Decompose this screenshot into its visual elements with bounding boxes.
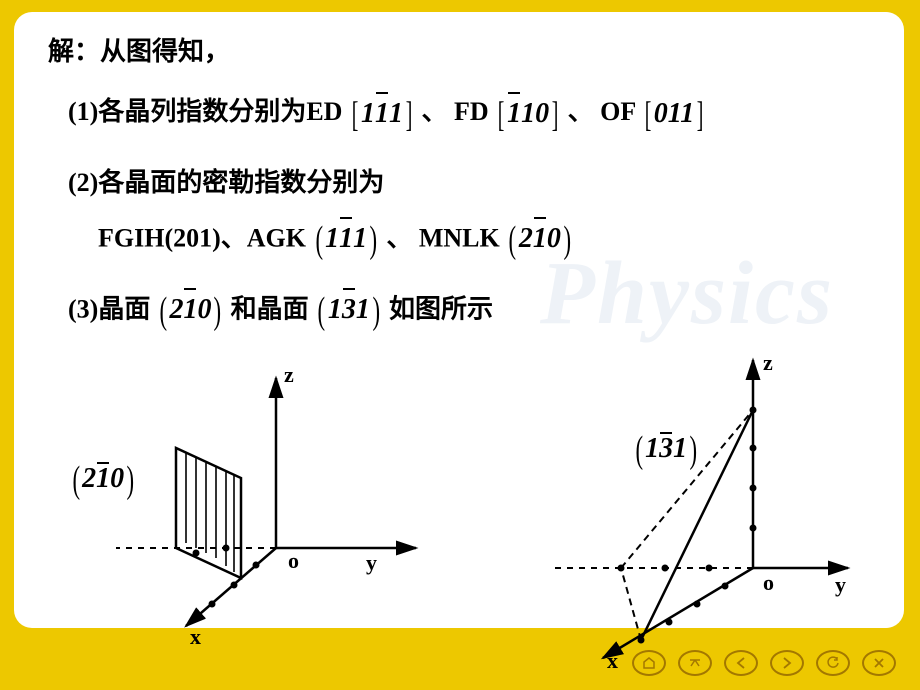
index-210: (210) xyxy=(157,283,224,340)
content-area: 解：从图得知， (1)各晶列指数分别为ED [111] 、 FD [110] 、… xyxy=(42,32,876,668)
answer-1-line: (1)各晶列指数分别为ED [111] 、 FD [110] 、 OF [011… xyxy=(68,87,876,141)
q3-mid: 和晶面 xyxy=(231,294,309,323)
sep: 、 xyxy=(386,223,412,252)
answer-3-line: (3)晶面 (210) 和晶面 (131) 如图所示 xyxy=(68,283,876,340)
q3-prefix: (3)晶面 xyxy=(68,294,150,323)
diagram-left-label: (210) xyxy=(70,458,137,502)
index-FD: [110] xyxy=(495,87,561,141)
svg-text:x: x xyxy=(607,648,618,668)
svg-text:z: z xyxy=(284,362,294,387)
index-ED: [111] xyxy=(349,87,415,141)
diagram-right-svg: z o y x xyxy=(463,348,863,668)
index-MNLK: (210) xyxy=(506,212,573,269)
q1-prefix: (1)各晶列指数分别为ED xyxy=(68,97,342,126)
diagram-right: z o y x (131) xyxy=(463,348,863,668)
diagram-left: z o y x (210) xyxy=(56,348,436,668)
label-FD: FD xyxy=(454,97,489,126)
slide-sheet: Physics 解：从图得知， (1)各晶列指数分别为ED [111] 、 FD… xyxy=(14,12,904,628)
answer-2-line-b: FGIH(201)、AGK (111) 、 MNLK (210) xyxy=(98,212,876,269)
sep: 、 xyxy=(568,97,594,126)
index-131: (131) xyxy=(315,283,382,340)
q3-post: 如图所示 xyxy=(389,294,493,323)
svg-text:o: o xyxy=(763,570,774,595)
index-AGK: (111) xyxy=(313,212,380,269)
index-OF: [011] xyxy=(642,87,706,141)
svg-text:y: y xyxy=(835,572,846,597)
svg-text:o: o xyxy=(288,548,299,573)
q2b-prefix: FGIH(201)、AGK xyxy=(98,223,306,252)
intro-line: 解：从图得知， xyxy=(48,32,876,71)
svg-text:y: y xyxy=(366,550,377,575)
answer-2-line-a: (2)各晶面的密勒指数分别为 xyxy=(68,163,876,202)
svg-text:x: x xyxy=(190,624,201,648)
sep: 、 xyxy=(421,97,447,126)
label-MNLK: MNLK xyxy=(419,223,500,252)
svg-text:z: z xyxy=(763,350,773,375)
label-OF: OF xyxy=(600,97,635,126)
diagrams-row: z o y x (210) xyxy=(42,348,876,668)
diagram-right-label: (131) xyxy=(633,428,700,472)
